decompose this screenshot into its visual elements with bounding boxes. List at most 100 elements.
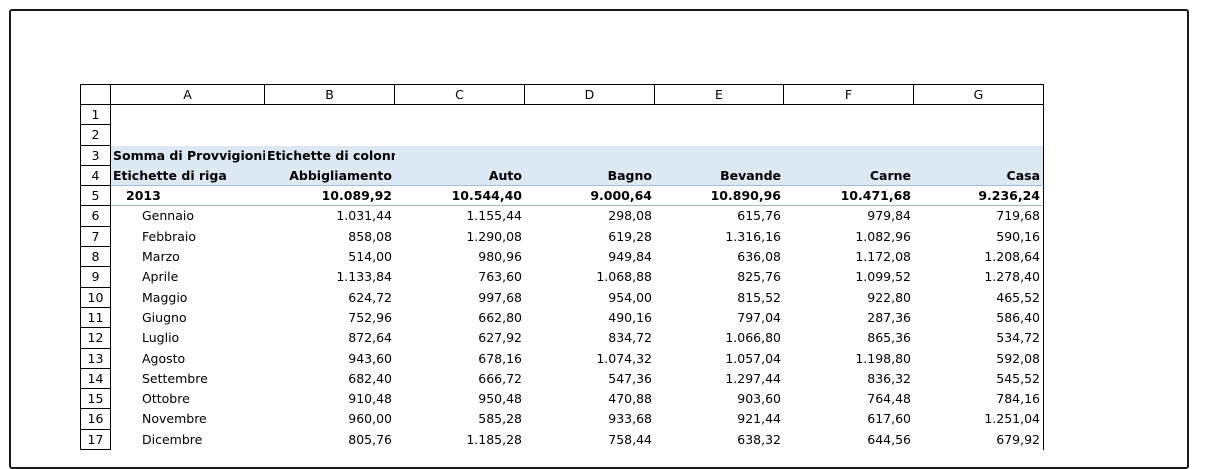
cell[interactable] bbox=[914, 145, 1044, 166]
row-number[interactable]: 8 bbox=[80, 247, 111, 268]
value-cell[interactable]: 764,48 bbox=[867, 391, 911, 407]
value-cell[interactable]: 910,48 bbox=[348, 391, 392, 407]
value-cell[interactable]: 1.251,04 bbox=[914, 409, 1044, 430]
pivot-column-label[interactable]: Abbigliamento bbox=[265, 165, 395, 187]
value-cell[interactable]: 719,68 bbox=[914, 206, 1044, 227]
row-number[interactable]: 16 bbox=[80, 409, 111, 430]
value-cell[interactable]: 797,04 bbox=[737, 309, 781, 325]
row-number[interactable]: 12 bbox=[80, 328, 111, 349]
value-cell[interactable]: 666,72 bbox=[478, 370, 522, 386]
pivot-column-labels-label[interactable]: Etichette di colonna bbox=[265, 145, 395, 166]
total-value[interactable]: 10.544,40 bbox=[395, 186, 525, 207]
cell[interactable] bbox=[395, 125, 525, 145]
month-label[interactable]: Giugno bbox=[142, 309, 187, 325]
month-label[interactable]: Gennaio bbox=[142, 208, 195, 224]
value-cell[interactable]: 1.031,44 bbox=[336, 208, 392, 224]
total-value[interactable]: 10.890,96 bbox=[655, 186, 784, 207]
month-label[interactable]: Settembre bbox=[142, 370, 208, 386]
value-cell[interactable]: 514,00 bbox=[348, 249, 392, 265]
value-cell[interactable]: 752,96 bbox=[348, 309, 392, 325]
column-header-b[interactable]: B bbox=[265, 85, 395, 104]
cell[interactable] bbox=[525, 125, 655, 145]
value-cell[interactable]: 470,88 bbox=[608, 391, 652, 407]
cell[interactable] bbox=[784, 105, 914, 125]
row-number[interactable]: 4 bbox=[80, 165, 111, 187]
cell[interactable] bbox=[111, 125, 265, 145]
value-cell[interactable]: 592,08 bbox=[914, 348, 1044, 369]
column-header-f[interactable]: F bbox=[784, 85, 914, 104]
row-number[interactable]: 5 bbox=[80, 186, 111, 207]
cell[interactable] bbox=[395, 105, 525, 125]
value-cell[interactable]: 815,52 bbox=[737, 289, 781, 305]
row-number[interactable]: 1 bbox=[80, 105, 111, 126]
value-cell[interactable]: 617,60 bbox=[867, 411, 911, 427]
row-number[interactable]: 3 bbox=[80, 145, 111, 166]
total-value[interactable]: 9.000,64 bbox=[525, 186, 655, 207]
value-cell[interactable]: 763,60 bbox=[478, 269, 522, 285]
cell[interactable] bbox=[525, 105, 655, 125]
value-cell[interactable]: 979,84 bbox=[867, 208, 911, 224]
total-value[interactable]: 10.471,68 bbox=[784, 186, 914, 207]
pivot-column-label[interactable]: Casa bbox=[914, 165, 1044, 187]
value-cell[interactable]: 1.155,44 bbox=[466, 208, 522, 224]
value-cell[interactable]: 1.208,64 bbox=[914, 247, 1044, 268]
value-cell[interactable]: 921,44 bbox=[737, 411, 781, 427]
column-header-e[interactable]: E bbox=[655, 85, 784, 104]
value-cell[interactable]: 287,36 bbox=[867, 309, 911, 325]
month-label[interactable]: Ottobre bbox=[142, 391, 190, 407]
value-cell[interactable]: 922,80 bbox=[867, 289, 911, 305]
row-number[interactable]: 10 bbox=[80, 287, 111, 308]
value-cell[interactable]: 678,16 bbox=[478, 350, 522, 366]
value-cell[interactable]: 619,28 bbox=[608, 228, 652, 244]
value-cell[interactable]: 872,64 bbox=[348, 330, 392, 346]
cell[interactable] bbox=[395, 145, 525, 166]
cell[interactable] bbox=[784, 145, 914, 166]
month-label[interactable]: Novembre bbox=[142, 411, 207, 427]
month-label[interactable]: Agosto bbox=[142, 350, 186, 366]
cell[interactable] bbox=[914, 125, 1044, 146]
row-number[interactable]: 2 bbox=[80, 125, 111, 146]
value-cell[interactable]: 298,08 bbox=[608, 208, 652, 224]
row-number[interactable]: 6 bbox=[80, 206, 111, 227]
value-cell[interactable]: 950,48 bbox=[478, 391, 522, 407]
cell[interactable] bbox=[111, 105, 265, 125]
value-cell[interactable]: 1.066,80 bbox=[725, 330, 781, 346]
value-cell[interactable]: 585,28 bbox=[478, 411, 522, 427]
year-label[interactable]: 2013 bbox=[111, 186, 265, 207]
row-number[interactable]: 7 bbox=[80, 226, 111, 248]
column-header-c[interactable]: C bbox=[395, 85, 525, 104]
column-header-d[interactable]: D bbox=[525, 85, 655, 104]
value-cell[interactable]: 903,60 bbox=[737, 391, 781, 407]
value-cell[interactable]: 1.074,32 bbox=[596, 350, 652, 366]
value-cell[interactable]: 624,72 bbox=[348, 289, 392, 305]
value-cell[interactable]: 682,40 bbox=[348, 370, 392, 386]
value-cell[interactable]: 465,52 bbox=[914, 287, 1044, 308]
cell[interactable] bbox=[655, 105, 784, 125]
value-cell[interactable]: 1.099,52 bbox=[855, 269, 911, 285]
month-label[interactable]: Aprile bbox=[142, 269, 179, 285]
value-cell[interactable]: 490,16 bbox=[608, 309, 652, 325]
value-cell[interactable]: 834,72 bbox=[608, 330, 652, 346]
value-cell[interactable]: 954,00 bbox=[608, 289, 652, 305]
cell[interactable] bbox=[265, 125, 395, 145]
pivot-column-label[interactable]: Carne bbox=[784, 165, 914, 187]
value-cell[interactable]: 1.297,44 bbox=[725, 370, 781, 386]
value-cell[interactable]: 1.057,04 bbox=[725, 350, 781, 366]
month-label[interactable]: Luglio bbox=[142, 330, 180, 346]
cell[interactable] bbox=[784, 125, 914, 145]
row-number[interactable]: 9 bbox=[80, 267, 111, 288]
value-cell[interactable]: 534,72 bbox=[914, 328, 1044, 349]
select-all-corner[interactable] bbox=[80, 85, 111, 104]
pivot-row-labels-label[interactable]: Etichette di riga bbox=[111, 165, 265, 187]
month-label[interactable]: Maggio bbox=[142, 289, 188, 305]
value-cell[interactable]: 547,36 bbox=[608, 370, 652, 386]
total-value[interactable]: 9.236,24 bbox=[914, 186, 1044, 207]
value-cell[interactable]: 545,52 bbox=[914, 368, 1044, 390]
value-cell[interactable]: 1.068,88 bbox=[596, 269, 652, 285]
column-header-a[interactable]: A bbox=[111, 85, 265, 104]
value-cell[interactable]: 836,32 bbox=[867, 370, 911, 386]
month-label[interactable]: Febbraio bbox=[142, 228, 196, 244]
value-cell[interactable]: 586,40 bbox=[914, 307, 1044, 329]
value-cell[interactable]: 858,08 bbox=[348, 228, 392, 244]
value-cell[interactable]: 1.278,40 bbox=[914, 267, 1044, 288]
